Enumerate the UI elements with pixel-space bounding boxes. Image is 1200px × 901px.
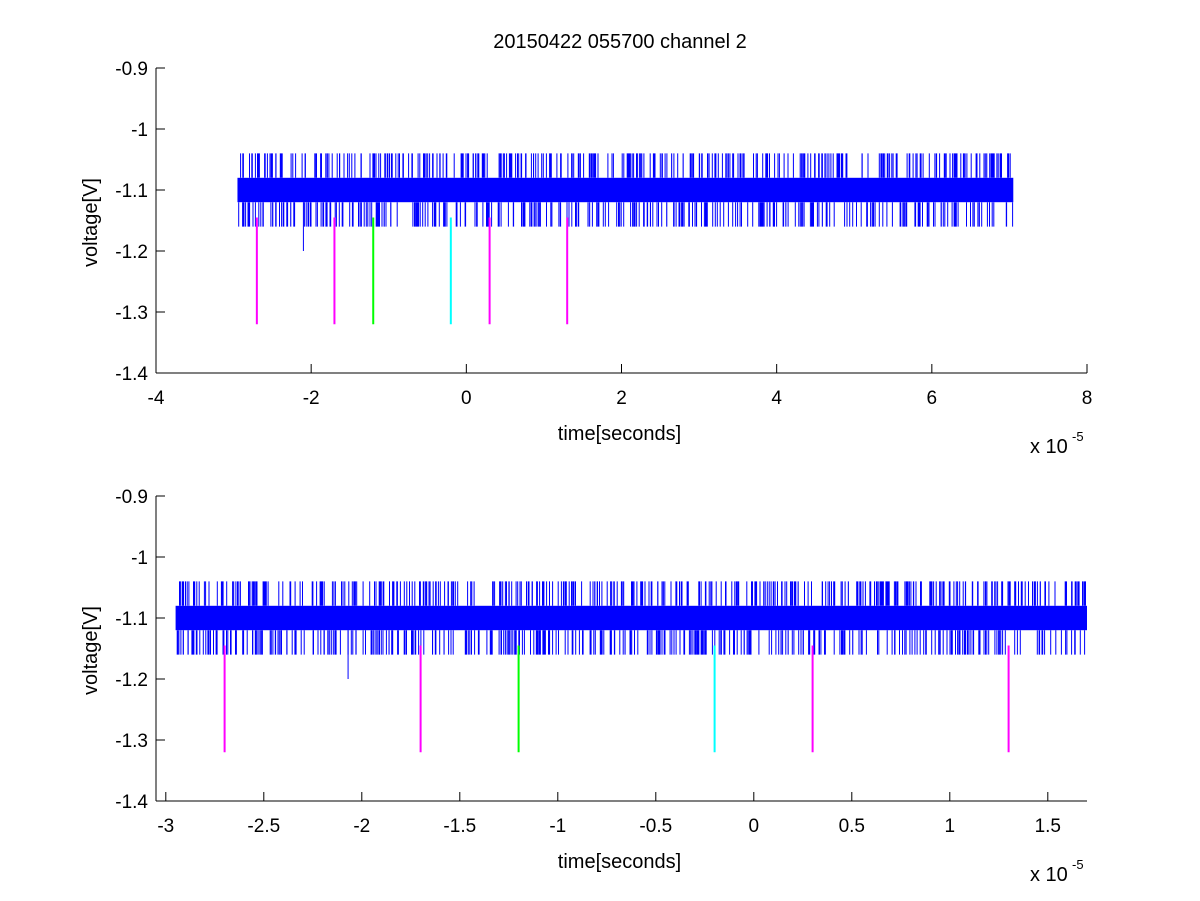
x-multiplier-exponent: -5 (1072, 429, 1084, 444)
y-tick-label: -1.4 (115, 364, 148, 385)
y-tick-label: -0.9 (115, 487, 148, 508)
x-tick-label: -4 (148, 388, 165, 409)
y-tick-label: -1.1 (115, 609, 148, 630)
x-tick-label: -3 (157, 816, 174, 837)
x-tick-label: 2 (616, 388, 627, 409)
x-tick-label: -2 (353, 816, 370, 837)
x-tick-label: 0 (749, 816, 760, 837)
signal-spikes (176, 581, 1086, 655)
x-tick-label: 0 (461, 388, 472, 409)
x-multiplier-base: x 10 (1030, 436, 1068, 458)
plots-layer: -4 -2 0 2 4 6 8 -1.4 -1.3 -1.2 -1.1 -1 -0.9 time[seco… (80, 59, 1092, 886)
y-tick-label: -1 (131, 548, 148, 569)
x-tick-label: -0.5 (639, 816, 672, 837)
x-tick-label: 8 (1082, 388, 1093, 409)
x-axis-label: time[seconds] (558, 423, 681, 445)
y-tick-label: -1.3 (115, 303, 148, 324)
x-tick-label: -1 (549, 816, 566, 837)
signal-band (237, 177, 1014, 203)
y-axis-label: voltage[V] (80, 178, 102, 267)
data-layer (237, 153, 1014, 325)
signal-spikes (238, 153, 1014, 227)
data-layer (175, 581, 1087, 753)
x-tick-label: -1.5 (443, 816, 476, 837)
y-tick-label: -1.4 (115, 792, 148, 813)
x-multiplier-exponent: -5 (1072, 857, 1084, 872)
y-tick-label: -1.1 (115, 181, 148, 202)
signal-band (175, 605, 1087, 631)
y-tick-label: -1.2 (115, 242, 148, 263)
figure-title: 20150422 055700 channel 2 (493, 31, 747, 53)
x-tick-label: 6 (927, 388, 938, 409)
x-axis-label: time[seconds] (558, 851, 681, 873)
x-tick-label: 1.5 (1035, 816, 1061, 837)
y-tick-label: -1 (131, 120, 148, 141)
plot-1: -4 -2 0 2 4 6 8 -1.4 -1.3 -1.2 -1.1 -1 -0.9 time[seco… (80, 59, 1092, 458)
x-tick-label: -2 (303, 388, 320, 409)
x-multiplier-base: x 10 (1030, 864, 1068, 886)
x-tick-label: 0.5 (839, 816, 865, 837)
y-tick-label: -1.3 (115, 731, 148, 752)
x-tick-label: 1 (945, 816, 956, 837)
plot-2: -3 -2.5 -2 -1.5 -1 -0.5 0 0.5 1 1.5 -1.4 -1.3 -1.2 -1… (80, 487, 1087, 886)
y-axis-label: voltage[V] (80, 606, 102, 695)
x-tick-label: 4 (771, 388, 782, 409)
y-tick-label: -1.2 (115, 670, 148, 691)
x-tick-label: -2.5 (247, 816, 280, 837)
y-tick-label: -0.9 (115, 59, 148, 80)
